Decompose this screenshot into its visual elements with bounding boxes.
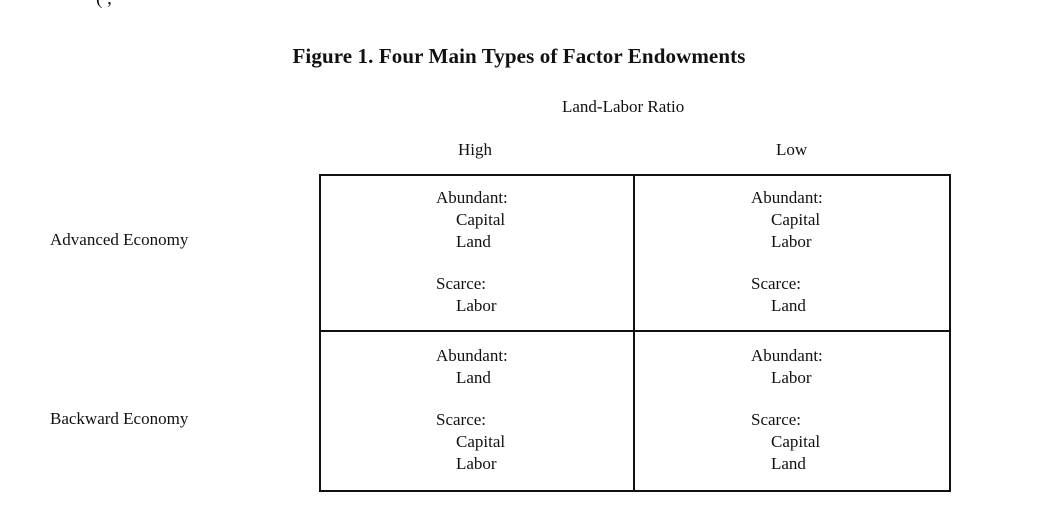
cell-backward-low: Abundant: Labor Scarce: Capital Land bbox=[751, 345, 823, 475]
figure-title: Figure 1. Four Main Types of Factor Endo… bbox=[292, 44, 746, 68]
row-header-advanced: Advanced Economy bbox=[50, 230, 189, 249]
scarce-label: Scarce: bbox=[751, 274, 802, 293]
abundant-label: Abundant: bbox=[436, 188, 508, 207]
scarce-item: Capital bbox=[771, 432, 821, 451]
scarce-item: Labor bbox=[456, 454, 497, 473]
abundant-label: Abundant: bbox=[751, 188, 823, 207]
page-top-fragment: ( , bbox=[96, 0, 112, 10]
cell-backward-high: Abundant: Land Scarce: Capital Labor bbox=[436, 345, 508, 475]
abundant-label: Abundant: bbox=[751, 346, 823, 365]
scarce-item: Labor bbox=[456, 296, 497, 315]
scarce-item: Land bbox=[771, 296, 806, 315]
column-header-low: Low bbox=[776, 140, 808, 159]
abundant-item: Labor bbox=[771, 232, 812, 251]
abundant-item: Capital bbox=[456, 210, 506, 229]
endowment-matrix bbox=[319, 174, 951, 492]
cell-advanced-high: Abundant: Capital Land Scarce: Labor bbox=[436, 187, 508, 317]
abundant-item: Capital bbox=[771, 210, 821, 229]
scarce-label: Scarce: bbox=[751, 410, 802, 429]
matrix-vertical-divider bbox=[633, 174, 635, 492]
column-axis-label: Land-Labor Ratio bbox=[562, 97, 685, 116]
scarce-item: Land bbox=[771, 454, 806, 473]
cell-advanced-low: Abundant: Capital Labor Scarce: Land bbox=[751, 187, 823, 317]
scarce-item: Capital bbox=[456, 432, 506, 451]
abundant-item: Land bbox=[456, 368, 491, 387]
abundant-label: Abundant: bbox=[436, 346, 508, 365]
row-header-backward: Backward Economy bbox=[50, 409, 189, 428]
matrix-horizontal-divider bbox=[319, 330, 951, 332]
abundant-item: Land bbox=[456, 232, 491, 251]
abundant-item: Labor bbox=[771, 368, 812, 387]
column-header-high: High bbox=[458, 140, 492, 159]
scarce-label: Scarce: bbox=[436, 274, 487, 293]
scarce-label: Scarce: bbox=[436, 410, 487, 429]
